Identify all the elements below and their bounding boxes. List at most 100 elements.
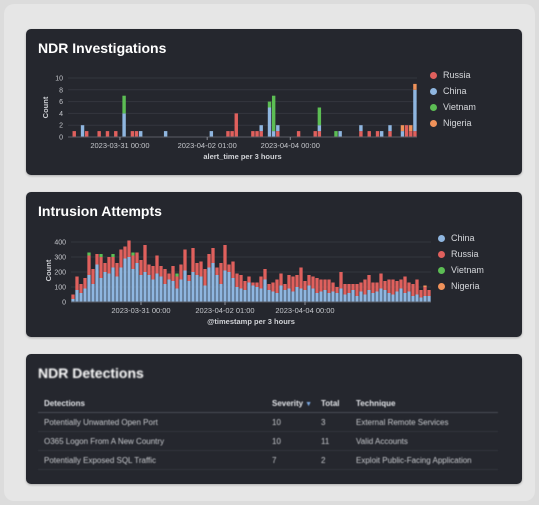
legend-item-china[interactable]: China (430, 83, 476, 99)
legend-item-china[interactable]: China (438, 230, 484, 246)
bar-russia[interactable] (359, 282, 363, 292)
bar-russia[interactable] (130, 131, 135, 137)
bar-china[interactable] (427, 296, 431, 302)
bar-china[interactable] (139, 131, 143, 137)
bar-russia[interactable] (167, 273, 171, 280)
bar-vietnam[interactable] (267, 101, 272, 108)
bar-russia[interactable] (303, 281, 307, 290)
bar-china[interactable] (111, 267, 115, 303)
bar-china[interactable] (103, 272, 107, 302)
bar-china[interactable] (115, 276, 119, 303)
bar-russia[interactable] (319, 279, 323, 292)
bar-russia[interactable] (151, 266, 155, 280)
bar-russia[interactable] (311, 276, 315, 289)
bar-china[interactable] (215, 275, 219, 302)
bar-china[interactable] (255, 287, 259, 302)
bar-russia[interactable] (223, 245, 227, 271)
bar-china[interactable] (123, 258, 127, 303)
bar-russia[interactable] (367, 131, 371, 137)
bar-china[interactable] (359, 125, 363, 132)
bar-china[interactable] (307, 285, 311, 303)
bar-russia[interactable] (375, 131, 380, 137)
bar-russia[interactable] (259, 131, 263, 137)
bar-china[interactable] (211, 263, 215, 302)
bar-china[interactable] (171, 281, 175, 302)
bar-russia[interactable] (296, 131, 301, 137)
bar-russia[interactable] (307, 275, 311, 286)
bar-russia[interactable] (211, 248, 215, 263)
bar-russia[interactable] (103, 263, 107, 272)
bar-china[interactable] (99, 278, 103, 302)
bar-china[interactable] (83, 288, 87, 303)
bar-russia[interactable] (299, 267, 303, 289)
bar-russia[interactable] (251, 282, 255, 286)
bar-china[interactable] (263, 279, 267, 303)
bar-china[interactable] (175, 288, 179, 303)
bar-china[interactable] (295, 287, 299, 302)
bar-china[interactable] (179, 279, 183, 303)
bar-china[interactable] (419, 297, 423, 303)
bar-russia[interactable] (235, 273, 239, 288)
column-header-total[interactable]: Total (321, 399, 340, 408)
bar-china[interactable] (291, 291, 295, 303)
bar-china[interactable] (267, 290, 271, 302)
bar-russia[interactable] (387, 279, 391, 294)
legend-item-russia[interactable]: Russia (430, 67, 476, 83)
bar-russia[interactable] (276, 131, 280, 137)
bar-russia[interactable] (243, 281, 247, 290)
bar-russia[interactable] (231, 261, 235, 279)
bar-russia[interactable] (199, 261, 203, 277)
bar-china[interactable] (383, 290, 387, 302)
bar-china[interactable] (243, 290, 247, 302)
bar-russia[interactable] (404, 125, 409, 137)
bar-russia[interactable] (84, 131, 89, 137)
bar-china[interactable] (95, 264, 99, 303)
bar-russia[interactable] (123, 246, 127, 259)
bar-china[interactable] (411, 296, 415, 302)
bar-china[interactable] (163, 131, 168, 137)
bar-russia[interactable] (135, 252, 139, 264)
bar-russia[interactable] (97, 131, 101, 137)
bar-russia[interactable] (427, 290, 431, 296)
bar-china[interactable] (323, 290, 327, 302)
bar-china[interactable] (207, 267, 211, 303)
bar-russia[interactable] (239, 275, 243, 289)
bar-russia[interactable] (127, 240, 131, 258)
bar-china[interactable] (223, 270, 227, 303)
bar-russia[interactable] (371, 282, 375, 294)
legend-item-vietnam[interactable]: Vietnam (438, 262, 484, 278)
bar-china[interactable] (219, 284, 223, 302)
bar-russia[interactable] (317, 131, 322, 137)
bar-russia[interactable] (230, 131, 234, 137)
bar-china[interactable] (183, 270, 187, 303)
bar-china[interactable] (71, 299, 75, 302)
bar-china[interactable] (338, 131, 342, 137)
bar-china[interactable] (187, 281, 191, 302)
bar-russia[interactable] (388, 131, 392, 137)
bar-russia[interactable] (72, 131, 76, 137)
bar-russia[interactable] (105, 131, 110, 137)
bar-russia[interactable] (91, 269, 95, 284)
bar-russia[interactable] (131, 255, 135, 270)
bar-russia[interactable] (75, 276, 79, 291)
bar-russia[interactable] (287, 275, 291, 289)
bar-russia[interactable] (291, 276, 295, 292)
table-row[interactable]: O365 Logon From A New Country 10 11 Vali… (38, 432, 498, 451)
bar-china[interactable] (283, 290, 287, 302)
bar-china[interactable] (317, 125, 322, 132)
bar-vietnam[interactable] (111, 254, 115, 257)
bar-russia[interactable] (343, 284, 347, 295)
bar-russia[interactable] (407, 282, 411, 292)
bar-nigeria[interactable] (413, 83, 417, 90)
bar-china[interactable] (199, 276, 203, 303)
bar-russia[interactable] (403, 276, 407, 294)
table-row[interactable]: Potentially Exposed SQL Traffic 7 2 Expl… (38, 451, 498, 470)
bar-russia[interactable] (255, 282, 259, 288)
bar-china[interactable] (351, 290, 355, 302)
bar-russia[interactable] (139, 260, 143, 275)
bar-vietnam[interactable] (317, 107, 322, 126)
bar-china[interactable] (279, 285, 283, 303)
column-header-technique[interactable]: Technique (356, 399, 396, 408)
bar-russia[interactable] (409, 131, 413, 137)
bar-russia[interactable] (234, 113, 238, 137)
